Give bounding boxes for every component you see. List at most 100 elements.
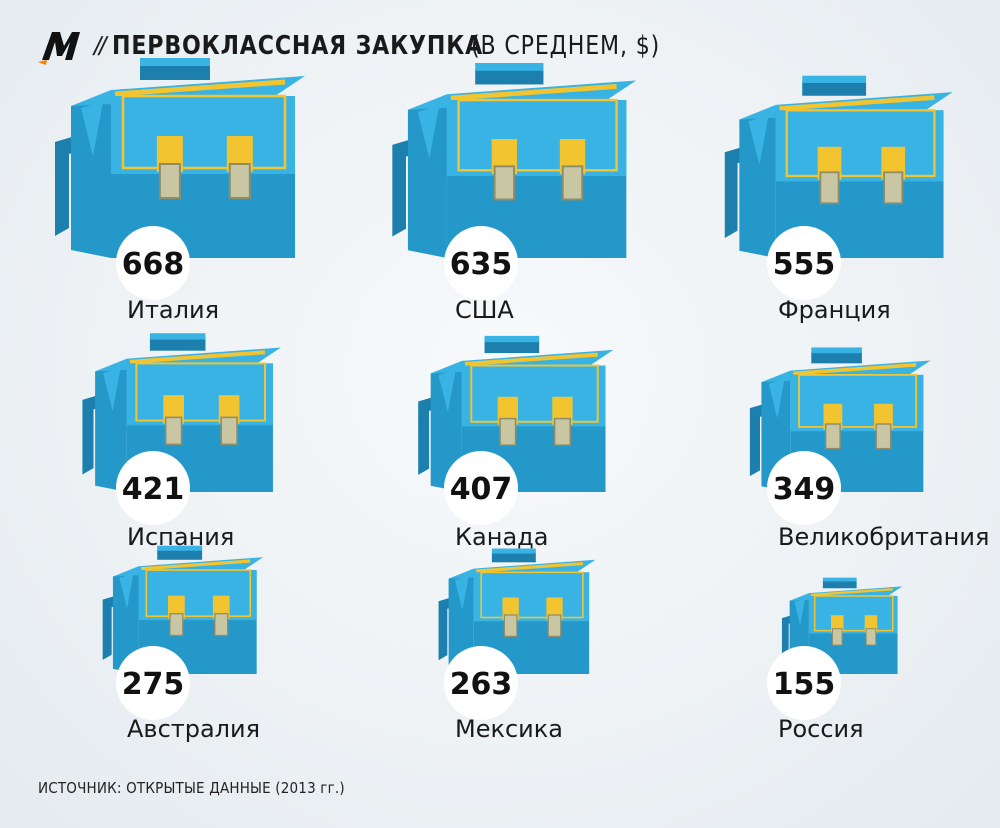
bag-side	[71, 98, 111, 258]
category-label: Франция	[778, 296, 891, 324]
bag-top-handle	[822, 580, 857, 589]
value-badge	[116, 226, 190, 300]
category-label: Австралия	[127, 715, 260, 743]
bag-clasp	[218, 395, 240, 424]
category-label: Канада	[455, 523, 548, 551]
bag-side-fold	[794, 598, 806, 625]
category-label: США	[455, 296, 514, 324]
bag-clasp	[212, 595, 230, 619]
bag-top-handle	[157, 549, 203, 560]
bag-handle	[82, 390, 115, 475]
meduza-logo-icon	[38, 32, 80, 65]
chart-header: // ПЕРВОКЛАССНАЯ ЗАКУПКА (В СРЕДНЕМ, $)	[38, 24, 694, 68]
bag-top-handle	[484, 340, 540, 354]
bag-side-fold	[81, 102, 103, 156]
value-badge	[444, 646, 518, 720]
bag-side	[430, 367, 462, 492]
bag-handle	[438, 593, 464, 661]
bag-handle	[418, 392, 450, 475]
bag-mark	[749, 347, 931, 492]
bag-mark	[102, 545, 264, 674]
bag-clasp-tab	[553, 417, 572, 446]
bag-top-handle	[491, 552, 536, 563]
bag-flap	[446, 100, 627, 177]
bag-clasp-tab	[499, 417, 517, 446]
bag-mark	[392, 63, 637, 258]
value-badge	[116, 646, 190, 720]
value-label: 407	[450, 472, 513, 507]
value-label: 349	[773, 472, 836, 507]
bag-handle	[724, 141, 762, 238]
value-label: 275	[122, 667, 185, 702]
bag-mark	[724, 75, 953, 259]
bag-side	[739, 112, 776, 258]
bag-flap	[138, 570, 257, 621]
bag-mark	[418, 335, 614, 492]
bag-handle	[102, 591, 129, 660]
category-label: Россия	[778, 715, 864, 743]
source-note: ИСТОЧНИК: ОТКРЫТЫЕ ДАННЫЕ (2013 гг.)	[38, 779, 345, 797]
value-badge	[444, 451, 518, 525]
value-label: 635	[450, 247, 513, 282]
value-badge	[767, 226, 841, 300]
bag-clasp-tab	[547, 614, 562, 637]
bag-clasp-tab	[228, 163, 251, 199]
category-label: Мексика	[455, 715, 563, 743]
bag-handle	[55, 130, 95, 236]
bag-mark	[82, 333, 281, 492]
bag-clasp-tab	[865, 628, 877, 646]
value-badge	[767, 646, 841, 720]
bag-clasp-tab	[164, 416, 183, 446]
bag-clasp	[163, 395, 184, 424]
value-label: 421	[122, 472, 185, 507]
bag-flap	[775, 110, 944, 182]
value-label: 155	[773, 667, 836, 702]
bag-clasp-tab	[561, 165, 584, 201]
bag-flap	[808, 595, 898, 634]
bag-clasp-tab	[169, 613, 184, 637]
bag-clasp	[546, 597, 563, 621]
bag-clasp-tab	[220, 416, 238, 446]
bag-clasp-tab	[883, 171, 904, 205]
bag-top-handle	[475, 68, 544, 85]
value-badge	[444, 226, 518, 300]
bag-clasp-tab	[493, 165, 516, 201]
bag-side-fold	[417, 105, 440, 159]
bag-mark	[55, 58, 305, 258]
value-label: 668	[122, 247, 185, 282]
bag-side-fold	[103, 368, 121, 412]
value-badge	[116, 451, 190, 525]
bag-side	[95, 364, 127, 492]
value-label: 263	[450, 667, 513, 702]
bag-flap	[126, 363, 273, 426]
bag-side	[407, 102, 447, 258]
chart-subtitle: (В СРЕДНЕМ, $)	[471, 31, 661, 61]
bag-clasp-tab	[214, 613, 229, 637]
bag-clasp	[502, 597, 519, 621]
bag-clasp-tab	[158, 163, 181, 199]
bag-flap	[473, 572, 590, 622]
bag-side	[112, 571, 139, 674]
bag-side-fold	[454, 576, 469, 610]
bag-clasp-tab	[831, 628, 843, 646]
value-badge	[767, 451, 841, 525]
bag-clasp-tab	[819, 171, 840, 205]
bag-top-handle	[811, 351, 862, 364]
value-label: 555	[773, 247, 836, 282]
category-label: Италия	[127, 296, 219, 324]
bag-top-handle	[140, 64, 210, 80]
bag-side-fold	[768, 379, 785, 419]
bag-flap	[790, 374, 924, 432]
bag-side-fold	[119, 573, 134, 609]
bag-top-handle	[802, 81, 867, 96]
bag-clasp-tab	[824, 423, 841, 450]
bag-clasp-tab	[503, 614, 518, 637]
bag-side-fold	[748, 115, 769, 166]
bag-handle	[749, 399, 779, 477]
bag-handle	[392, 133, 432, 237]
chart-title: ПЕРВОКЛАССНАЯ ЗАКУПКА	[112, 31, 484, 61]
bag-top-handle	[149, 337, 206, 351]
bag-clasp	[168, 595, 185, 619]
category-label: Великобритания	[778, 523, 989, 551]
